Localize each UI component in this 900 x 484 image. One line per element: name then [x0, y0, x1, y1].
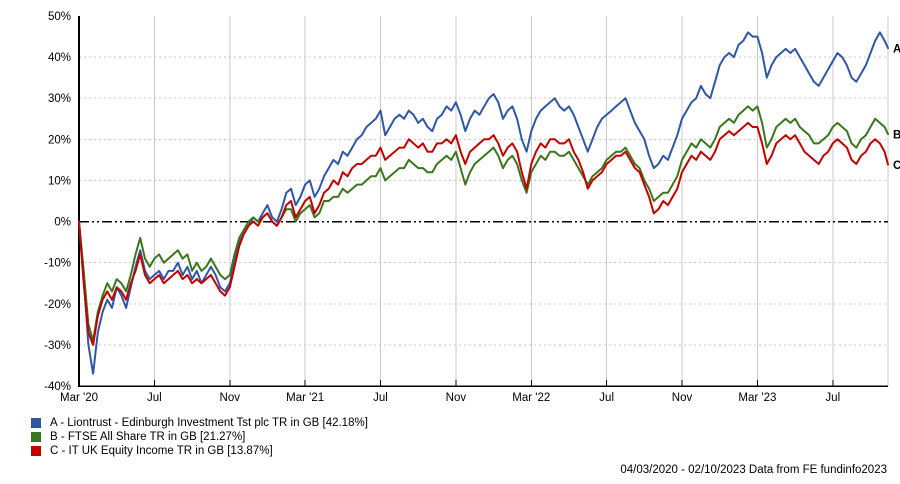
legend-label-a: A - Liontrust - Edinburgh Investment Tst… — [50, 417, 368, 429]
series-line-b — [78, 105, 889, 342]
series-end-label-c: C — [893, 160, 900, 172]
x-axis-label: Jul — [825, 392, 840, 404]
x-axis-label: Jul — [599, 392, 614, 404]
date-range-attribution: 04/03/2020 - 02/10/2023 Data from FE fun… — [620, 464, 887, 476]
series-end-label-a: A — [893, 44, 900, 56]
y-axis-label: 10% — [48, 175, 71, 187]
legend-swatch-icon-a — [31, 418, 41, 428]
legend-label-b: B - FTSE All Share TR in GB [21.27%] — [50, 431, 246, 443]
x-axis-label: Nov — [220, 392, 241, 404]
legend-label-c: C - IT UK Equity Income TR in GB [13.87%… — [50, 445, 273, 457]
x-axis-label: Jul — [373, 392, 388, 404]
series-line-a — [78, 31, 889, 375]
legend-item-b: B - FTSE All Share TR in GB [21.27%] — [31, 430, 368, 444]
y-axis-label: -20% — [44, 299, 71, 311]
y-axis-label: 50% — [48, 11, 71, 23]
legend-swatch-icon-b — [31, 432, 41, 442]
series-end-label-b: B — [893, 130, 900, 142]
x-axis-label: Nov — [446, 392, 467, 404]
y-axis-label: 20% — [48, 134, 71, 146]
x-axis-label: Mar '22 — [512, 392, 550, 404]
x-axis-label: Mar '20 — [60, 392, 98, 404]
legend-item-c: C - IT UK Equity Income TR in GB [13.87%… — [31, 444, 368, 458]
y-axis-label: 0% — [54, 217, 71, 229]
y-axis-label: 30% — [48, 93, 71, 105]
y-axis-label: -30% — [44, 340, 71, 352]
x-axis-label: Nov — [672, 392, 693, 404]
x-axis-label: Jul — [147, 392, 162, 404]
performance-chart: -40% -30% -20% -10% 0% 10% 20% 30% 40% 50% Mar '20… — [44, 11, 900, 404]
y-axis-label: -10% — [44, 258, 71, 270]
x-axis-label: Mar '21 — [286, 392, 324, 404]
series-line-c — [78, 121, 889, 346]
legend-item-a: A - Liontrust - Edinburgh Investment Tst… — [31, 416, 368, 430]
legend: A - Liontrust - Edinburgh Investment Tst… — [31, 416, 368, 458]
legend-swatch-icon-c — [31, 446, 41, 456]
y-axis-label: 40% — [48, 52, 71, 64]
x-axis-label: Mar '23 — [738, 392, 776, 404]
y-axis-label: -40% — [44, 381, 71, 393]
